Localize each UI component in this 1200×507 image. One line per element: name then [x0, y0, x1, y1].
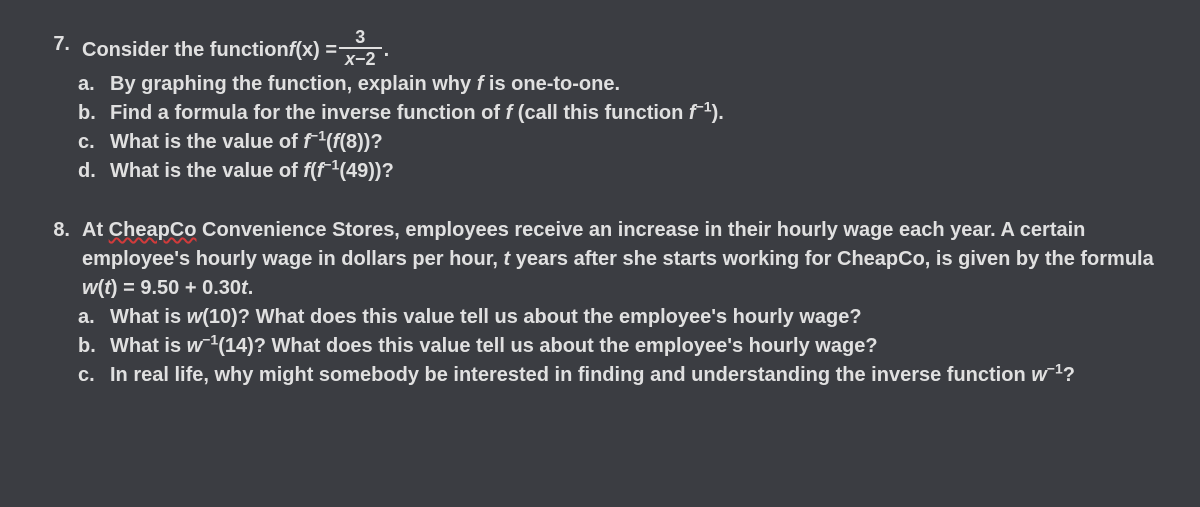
sub-text: What is w(10)? What does this value tell…	[110, 303, 1180, 332]
fn-f: f	[289, 36, 296, 65]
sub-7a: a. By graphing the function, explain why…	[78, 70, 1180, 99]
intro-prefix: Consider the function	[82, 36, 289, 65]
sub-letter: d.	[78, 157, 110, 186]
problem-number: 7.	[20, 30, 82, 59]
fraction: 3 x−2	[339, 28, 382, 68]
page: 7. Consider the function f (x) = 3 x−2 .…	[0, 0, 1200, 440]
cheapco-wavy: CheapCo	[109, 219, 197, 241]
problem-7: 7. Consider the function f (x) = 3 x−2 .…	[20, 30, 1180, 186]
problem-8-intro: 8. At CheapCo Convenience Stores, employ…	[20, 216, 1180, 303]
sub-8a: a. What is w(10)? What does this value t…	[78, 303, 1180, 332]
problem-7-intro: 7. Consider the function f (x) = 3 x−2 .	[20, 30, 1180, 70]
problem-7-intro-text: Consider the function f (x) = 3 x−2 .	[82, 30, 1180, 70]
fn-paren: (x) =	[295, 36, 337, 65]
sub-letter: b.	[78, 332, 110, 361]
sub-8b: b. What is w−1(14)? What does this value…	[78, 332, 1180, 361]
problem-8-subs: a. What is w(10)? What does this value t…	[20, 303, 1180, 390]
sub-letter: c.	[78, 128, 110, 157]
problem-8-intro-text: At CheapCo Convenience Stores, employees…	[82, 216, 1180, 303]
intro-text-1: At	[82, 219, 109, 241]
sub-letter: b.	[78, 99, 110, 128]
sub-text: What is the value of f(f−1(49))?	[110, 157, 1180, 186]
sub-7d: d. What is the value of f(f−1(49))?	[78, 157, 1180, 186]
fraction-numerator: 3	[339, 28, 382, 49]
sub-7c: c. What is the value of f−1(f(8))?	[78, 128, 1180, 157]
problem-8: 8. At CheapCo Convenience Stores, employ…	[20, 216, 1180, 390]
intro-suffix: .	[384, 36, 390, 65]
fraction-denominator: x−2	[339, 49, 382, 68]
sub-letter: a.	[78, 70, 110, 99]
sub-8c: c. In real life, why might somebody be i…	[78, 361, 1180, 390]
sub-text: What is the value of f−1(f(8))?	[110, 128, 1180, 157]
sub-letter: c.	[78, 361, 110, 390]
sub-7b: b. Find a formula for the inverse functi…	[78, 99, 1180, 128]
problem-7-subs: a. By graphing the function, explain why…	[20, 70, 1180, 186]
sub-text: Find a formula for the inverse function …	[110, 99, 1180, 128]
sub-text: What is w−1(14)? What does this value te…	[110, 332, 1180, 361]
problem-number: 8.	[20, 216, 82, 245]
sub-letter: a.	[78, 303, 110, 332]
sub-text: In real life, why might somebody be inte…	[110, 361, 1180, 390]
sub-text: By graphing the function, explain why f …	[110, 70, 1180, 99]
